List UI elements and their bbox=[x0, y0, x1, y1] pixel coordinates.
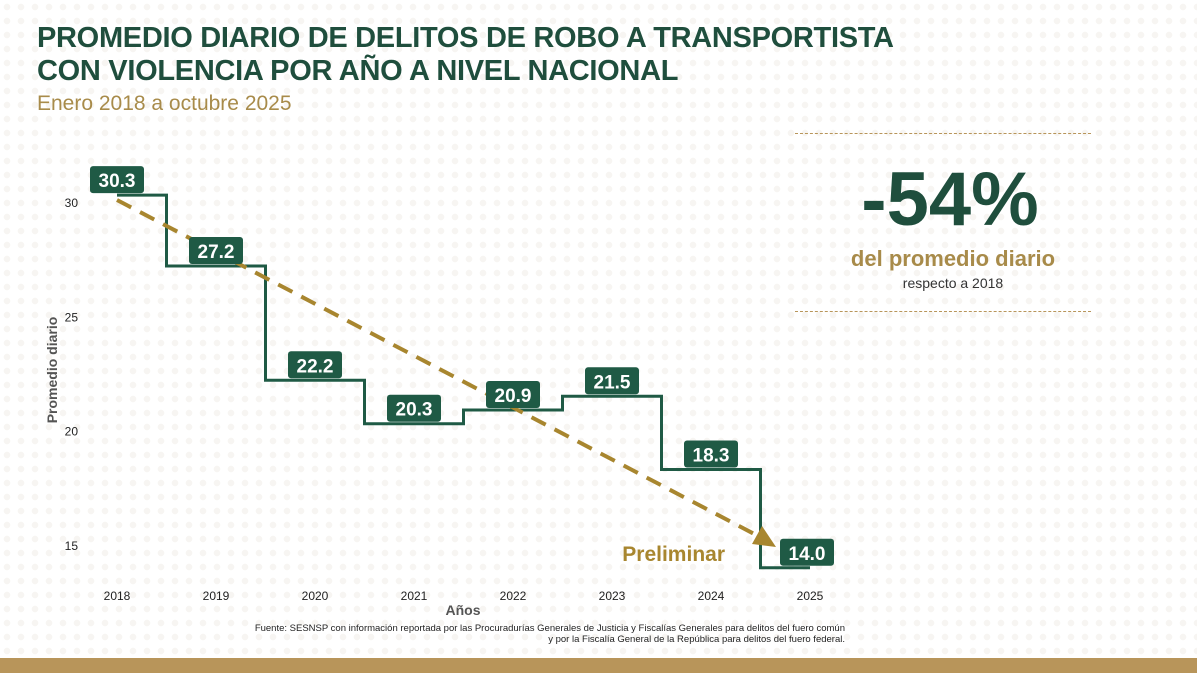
data-label-box bbox=[585, 367, 639, 395]
data-label-box bbox=[90, 166, 144, 194]
x-tick-label: 2021 bbox=[401, 589, 428, 603]
y-tick-label: 15 bbox=[65, 539, 79, 553]
data-label: 27.2 bbox=[198, 242, 235, 263]
x-tick-label: 2022 bbox=[500, 589, 527, 603]
data-label-box bbox=[189, 237, 243, 265]
data-label-box bbox=[684, 440, 738, 468]
data-label: 30.3 bbox=[99, 171, 136, 192]
x-tick-label: 2025 bbox=[797, 589, 824, 603]
data-label: 14.0 bbox=[789, 544, 826, 565]
page-title: PROMEDIO DIARIO DE DELITOS DE ROBO A TRA… bbox=[37, 22, 894, 87]
data-label-box bbox=[387, 394, 441, 422]
divider bbox=[795, 311, 1091, 312]
x-tick-label: 2023 bbox=[599, 589, 626, 603]
step-line bbox=[117, 193, 810, 570]
kpi-label: del promedio diario bbox=[850, 246, 1056, 271]
x-axis-label: Años bbox=[446, 602, 481, 618]
kpi-sublabel: respecto a 2018 bbox=[902, 275, 1004, 291]
y-tick-label: 25 bbox=[65, 310, 79, 324]
data-label-box bbox=[486, 381, 540, 409]
source-note: Fuente: SESNSP con información reportada… bbox=[254, 623, 845, 645]
x-tick-label: 2019 bbox=[203, 589, 230, 603]
trend-arrowhead bbox=[752, 526, 776, 547]
y-tick-label: 20 bbox=[65, 425, 79, 439]
data-label-box bbox=[780, 538, 834, 566]
kpi-value: -54% bbox=[861, 157, 1039, 242]
x-tick-label: 2024 bbox=[698, 589, 725, 603]
data-label-box bbox=[288, 351, 342, 379]
data-label: 18.3 bbox=[693, 445, 730, 466]
data-label: 22.2 bbox=[297, 356, 334, 377]
footer-band bbox=[0, 658, 1197, 673]
trend-annotation: Preliminar bbox=[622, 543, 725, 566]
trend-line bbox=[116, 198, 761, 539]
x-tick-label: 2020 bbox=[302, 589, 329, 603]
x-tick-label: 2018 bbox=[104, 589, 131, 603]
y-axis-label: Promedio diario bbox=[44, 317, 60, 424]
data-label: 21.5 bbox=[594, 372, 631, 393]
y-tick-label: 30 bbox=[65, 196, 79, 210]
subtitle: Enero 2018 a octubre 2025 bbox=[37, 92, 292, 115]
data-label: 20.3 bbox=[396, 400, 433, 421]
data-label: 20.9 bbox=[495, 386, 532, 407]
divider bbox=[795, 133, 1091, 134]
